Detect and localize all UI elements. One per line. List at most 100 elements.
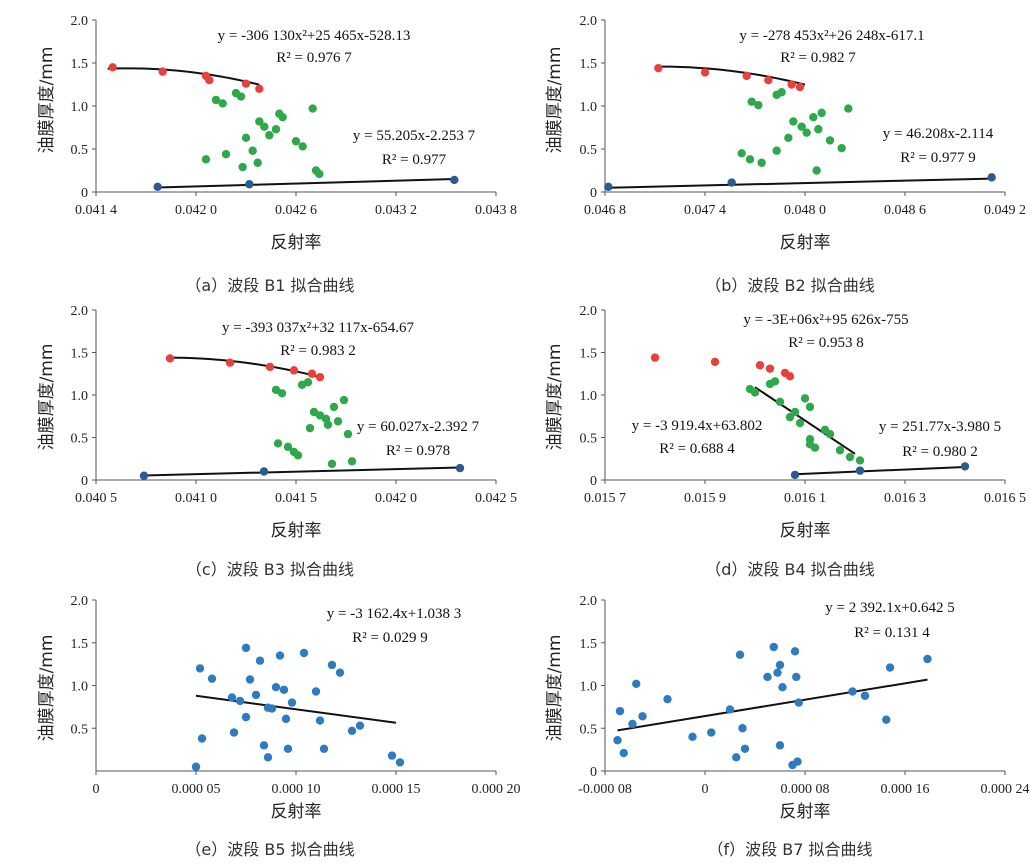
- y-axis-label-c: 油膜厚度/mm: [37, 344, 57, 451]
- data-point-b-2-2: [987, 173, 996, 182]
- data-point-f-0-6: [663, 694, 672, 704]
- y-tick-label-c-2: 1.0: [71, 389, 89, 404]
- data-point-a-1-9: [253, 158, 262, 167]
- data-point-e-0-6: [251, 690, 261, 700]
- fit-r2-d-0: R² = 0.953 8: [788, 335, 863, 351]
- data-point-e-0-0: [195, 664, 205, 673]
- data-point-e-0-22: [335, 668, 345, 677]
- data-point-e-0-7: [255, 656, 265, 665]
- data-point-d-1-6: [790, 407, 800, 417]
- data-point-e-0-26: [197, 734, 207, 743]
- data-point-e-0-18: [311, 687, 321, 696]
- fit-r2-d-2: R² = 0.980 2: [902, 444, 977, 460]
- fit-line-b-0: [654, 65, 806, 86]
- chart-a: 油膜厚度/mm 0 0.5 1.0 1.5 2.0 0.041 4 0.042 0 0.042…: [37, 14, 517, 295]
- y-tick-label-f-1: 0.5: [580, 722, 598, 737]
- data-point-c-1-13: [329, 402, 339, 412]
- y-axis-label-e: 油膜厚度/mm: [37, 635, 57, 742]
- caption-c: （c）波段 B3 拟合曲线: [186, 560, 354, 579]
- data-point-f-0-16: [773, 668, 782, 677]
- data-point-b-0-3: [764, 76, 773, 85]
- y-tick-label-d-4: 2.0: [580, 304, 598, 319]
- data-point-a-2-2: [450, 175, 459, 185]
- data-point-b-1-14: [817, 108, 826, 118]
- data-point-e-0-15: [283, 744, 293, 753]
- fit-line-c-1: [143, 466, 461, 477]
- data-point-a-0-0: [108, 63, 117, 72]
- data-point-d-2-1: [855, 466, 865, 475]
- data-point-b-1-18: [812, 166, 821, 175]
- data-point-e-0-5: [245, 675, 255, 684]
- data-point-f-0-26: [860, 691, 870, 700]
- data-point-a-0-3: [205, 76, 214, 85]
- data-point-d-0-2: [755, 361, 765, 370]
- data-point-f-0-8: [707, 728, 716, 737]
- x-tick-label-e-4: 0.000 20: [472, 782, 521, 797]
- data-point-e-0-3: [241, 643, 251, 653]
- data-point-e-0-12: [275, 651, 285, 660]
- data-point-c-1-5: [283, 442, 293, 452]
- x-tick-label-e-0: 0: [93, 782, 100, 797]
- data-point-e-0-11: [271, 683, 281, 692]
- data-point-e-0-8: [259, 741, 269, 750]
- plot-e: 0.5 1.0 1.5 2.0 0 0.000 05 0.000 10 0.000 15 0.0…: [71, 594, 521, 797]
- caption-b: （b）波段 B2 拟合曲线: [705, 276, 875, 295]
- plot-a: 0 0.5 1.0 1.5 2.0 0.041 4 0.042 0 0.042 6 0.043 …: [71, 14, 518, 218]
- data-point-f-0-3: [628, 719, 637, 729]
- data-point-a-0-4: [241, 79, 251, 88]
- data-point-a-1-8: [248, 146, 257, 155]
- data-point-a-1-0: [211, 95, 221, 105]
- data-point-e-0-19: [315, 716, 325, 725]
- y-tick-label-f-2: 1.0: [580, 680, 598, 695]
- data-point-f-0-12: [738, 724, 747, 733]
- fit-equation-a-0: y = -306 130x²+25 465x-528.13: [218, 28, 411, 44]
- data-point-e-0-10: [267, 704, 277, 713]
- y-tick-label-c-0: 0: [81, 474, 88, 489]
- y-tick-label-f-4: 2.0: [580, 594, 598, 609]
- data-point-f-0-25: [848, 687, 857, 696]
- x-tick-label-e-2: 0.000 10: [272, 782, 321, 797]
- data-point-a-1-12: [265, 131, 274, 140]
- data-point-d-0-0: [650, 353, 660, 362]
- data-point-c-1-7: [293, 451, 303, 460]
- data-point-a-1-4: [201, 155, 211, 164]
- y-tick-label-a-1: 0.5: [71, 143, 89, 158]
- plot-c: 0 0.5 1.0 1.5 2.0 0.040 5 0.041 0 0.041 5 0.042 …: [71, 304, 518, 506]
- fit-equation-e-0: y = -3 162.4x+1.038 3: [327, 606, 461, 622]
- data-point-b-0-2: [742, 71, 751, 81]
- data-point-c-1-3: [303, 378, 313, 387]
- data-point-e-0-16: [287, 698, 297, 707]
- data-point-f-0-23: [793, 757, 802, 766]
- x-tick-label-d-4: 0.016 5: [984, 491, 1026, 506]
- x-tick-label-f-1: 0: [702, 782, 709, 797]
- fit-line-a-1: [157, 178, 455, 189]
- data-point-c-0-1: [225, 358, 235, 367]
- data-point-a-1-5: [221, 149, 231, 159]
- y-axis-label-a: 油膜厚度/mm: [37, 47, 57, 154]
- fit-equation-c-1: y = 60.027x-2.392 7: [357, 419, 480, 435]
- fit-r2-d-1: R² = 0.688 4: [659, 441, 735, 457]
- data-point-b-1-6: [757, 158, 766, 167]
- chart-c: 油膜厚度/mm 0 0.5 1.0 1.5 2.0 0.040 5 0.041 0 0.041…: [37, 304, 517, 579]
- y-tick-label-c-3: 1.5: [71, 347, 89, 362]
- data-point-f-0-19: [778, 683, 787, 692]
- data-point-b-1-7: [772, 146, 781, 155]
- data-point-c-0-2: [265, 362, 275, 372]
- data-point-f-0-15: [769, 642, 778, 652]
- data-point-a-2-0: [153, 182, 162, 192]
- fit-line-d-1: [754, 386, 856, 455]
- y-axis-label-d: 油膜厚度/mm: [545, 344, 565, 451]
- x-axis-label-c: 反射率: [271, 521, 322, 541]
- fit-r2-c-0: R² = 0.983 2: [280, 343, 355, 359]
- y-tick-label-e-1: 1.0: [71, 680, 89, 695]
- y-tick-label-d-2: 1.0: [580, 389, 598, 404]
- fit-line-f-0: [617, 678, 928, 732]
- y-tick-label-d-0: 0: [590, 474, 597, 489]
- data-point-f-0-22: [792, 672, 801, 682]
- data-point-f-0-4: [632, 679, 641, 688]
- x-tick-label-c-2: 0.041 5: [275, 491, 317, 506]
- data-point-d-1-16: [845, 452, 855, 462]
- data-point-f-0-1: [613, 736, 622, 745]
- x-tick-label-a-1: 0.042 0: [175, 203, 217, 218]
